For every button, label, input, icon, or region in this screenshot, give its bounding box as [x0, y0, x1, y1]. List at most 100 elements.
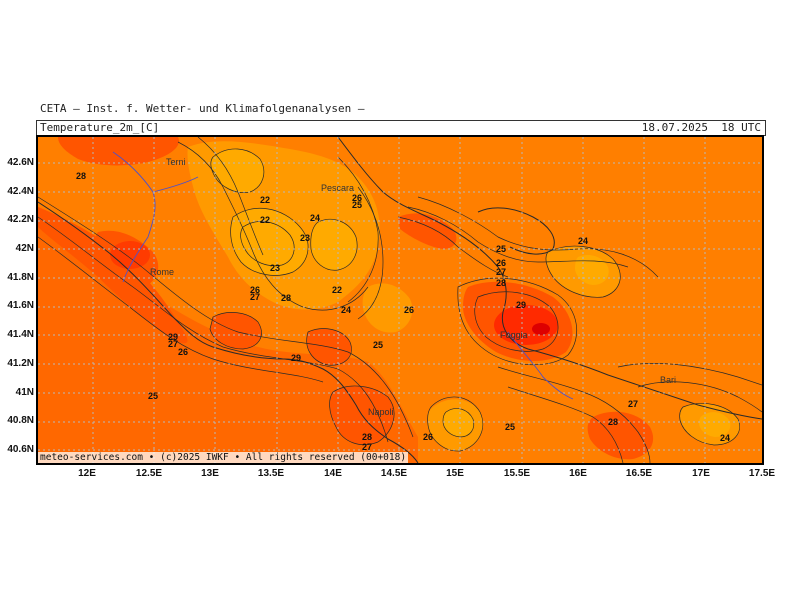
contour-label: 24	[341, 305, 351, 315]
lat-tick-label: 41N	[15, 387, 34, 398]
lat-tick-label: 41.2N	[7, 358, 34, 369]
temperature-map: Terni Pescara Rome Foggia Napoli Bari 28…	[36, 135, 764, 465]
lat-tick-label: 42.4N	[7, 186, 34, 197]
band-28-30-north	[58, 137, 179, 166]
lon-tick-label: 12E	[78, 468, 96, 479]
isolines	[38, 137, 762, 463]
lon-tick-label: 12.5E	[135, 468, 163, 479]
isoline	[310, 218, 358, 271]
isoline	[407, 206, 629, 268]
contour-label: 25	[373, 340, 383, 350]
city-label: Terni	[166, 157, 186, 167]
contour-label: 29	[516, 300, 526, 310]
contour-label: 27	[250, 292, 260, 302]
coastline-tyrrhenian	[38, 201, 419, 463]
regional-borders	[112, 151, 574, 400]
contour-label: 28	[608, 417, 618, 427]
band-22-24-salento-core	[699, 412, 731, 437]
copyright-footer: meteo-services.com • (c)2025 IWKF • All …	[38, 452, 409, 463]
lat-tick-label: 42N	[15, 243, 34, 254]
border-line	[112, 151, 156, 283]
isoline	[38, 196, 414, 438]
isoline	[457, 277, 577, 366]
isoline	[230, 207, 309, 276]
contour-label: 26	[423, 432, 433, 442]
city-label: Pescara	[321, 183, 354, 193]
isoline	[240, 221, 295, 267]
lon-tick-label: 13.5E	[257, 468, 285, 479]
contour-label: 22	[260, 215, 270, 225]
band-22-24-sila	[443, 408, 474, 437]
contour-label: 26	[404, 305, 414, 315]
band-28-30-ofanto	[398, 213, 457, 249]
contour-label: 24	[720, 433, 730, 443]
isoline	[397, 216, 509, 278]
isoline	[329, 385, 395, 446]
city-labels: Terni Pescara Rome Foggia Napoli Bari	[150, 157, 676, 417]
contour-value-labels: 28 22 22 24 26 25 23 23 26 27 28 22 24 2…	[76, 171, 730, 452]
contour-label: 26	[250, 285, 260, 295]
isoline	[417, 196, 659, 278]
border-line	[152, 176, 199, 193]
lat-tick-label: 41.4N	[7, 329, 34, 340]
coastline-gargano	[477, 207, 555, 255]
contour-label: 24	[578, 236, 588, 246]
lon-tick-label: 17E	[692, 468, 710, 479]
isoline	[357, 186, 384, 320]
city-label: Foggia	[500, 330, 528, 340]
lon-tick-label: 15.5E	[503, 468, 531, 479]
contour-label: 26	[352, 193, 362, 203]
isoline	[209, 312, 262, 350]
contour-label: 25	[148, 391, 158, 401]
contour-label: 25	[496, 244, 506, 254]
contour-label: 26	[178, 347, 188, 357]
contour-label: 29	[291, 353, 301, 363]
isoline	[306, 328, 352, 366]
contour-label: 28	[362, 432, 372, 442]
lon-tick-label: 14E	[324, 468, 342, 479]
isoline	[337, 156, 379, 303]
band-28-30-frosinone	[210, 312, 262, 349]
contour-label: 24	[310, 213, 320, 223]
band-28-30-southeast	[587, 411, 654, 460]
isoline	[38, 236, 324, 383]
lon-tick-label: 16E	[569, 468, 587, 479]
band-22-24-gran-sasso	[210, 148, 264, 193]
contour-label: 27	[628, 399, 638, 409]
contour-label: 28	[281, 293, 291, 303]
isoline	[507, 386, 624, 463]
contour-label: 22	[260, 195, 270, 205]
contour-label: 26	[496, 258, 506, 268]
city-label: Rome	[150, 267, 174, 277]
band-22-24-majella	[230, 208, 309, 276]
contour-label: 28	[496, 278, 506, 288]
isoline	[637, 381, 762, 413]
lat-tick-label: 40.8N	[7, 415, 34, 426]
contour-label: 23	[270, 263, 280, 273]
lat-tick-label: 41.8N	[7, 272, 34, 283]
temperature-map-svg: Terni Pescara Rome Foggia Napoli Bari 28…	[38, 137, 762, 463]
lat-tick-label: 42.6N	[7, 157, 34, 168]
contour-label: 27	[496, 267, 506, 277]
city-label: Bari	[660, 375, 676, 385]
contour-label: 22	[332, 285, 342, 295]
contour-label: 29	[168, 332, 178, 342]
isoline	[474, 291, 559, 352]
band-28-30-tyrrhenian	[38, 207, 418, 463]
variable-title: Temperature_2m_[C]	[40, 121, 160, 134]
contour-label: 28	[76, 171, 86, 181]
isoline	[679, 403, 740, 446]
isoline	[497, 366, 651, 463]
lon-tick-label: 13E	[201, 468, 219, 479]
lon-tick-label: 15E	[446, 468, 464, 479]
lon-tick-label: 17.5E	[748, 468, 776, 479]
contour-label: 27	[168, 339, 178, 349]
contour-label: 23	[300, 233, 310, 243]
city-label: Napoli	[368, 407, 394, 417]
lon-tick-label: 16.5E	[625, 468, 653, 479]
contour-label: 25	[505, 422, 515, 432]
isoline	[617, 363, 762, 386]
band-28-30-rome	[38, 207, 188, 344]
lat-tick-label: 42.2N	[7, 214, 34, 225]
isoline	[177, 141, 369, 311]
